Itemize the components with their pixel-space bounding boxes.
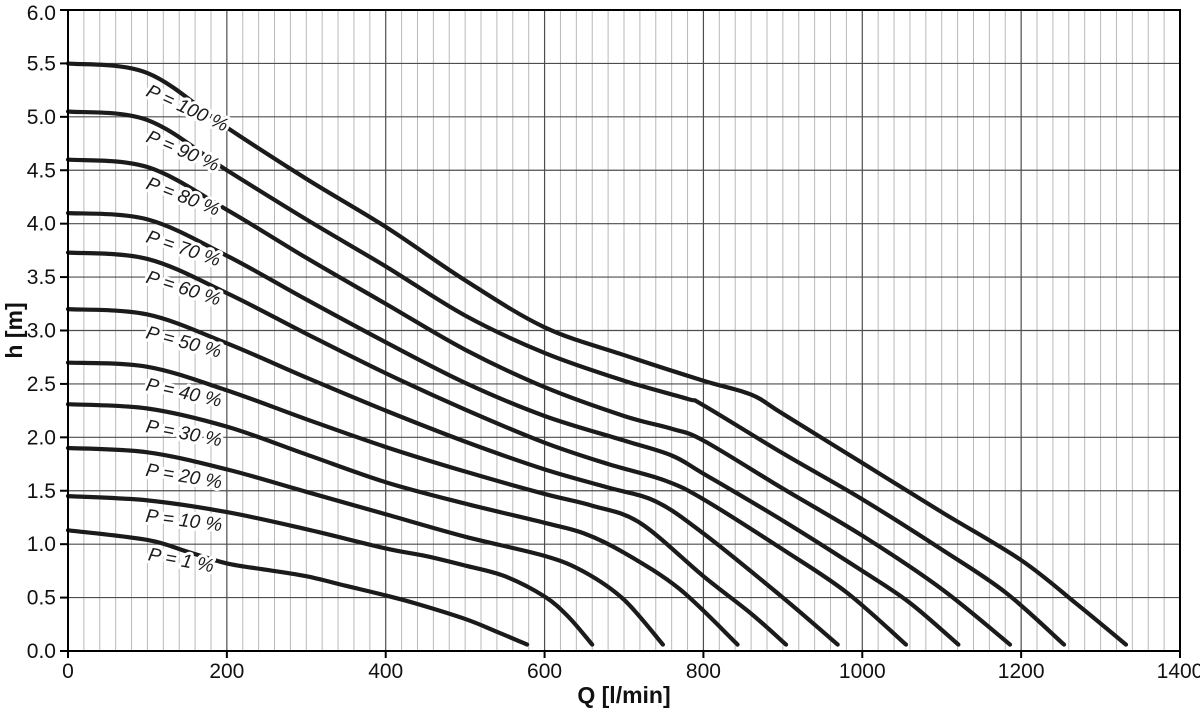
y-tick-label: 0.0 — [27, 640, 56, 663]
y-tick-label: 3.5 — [27, 266, 56, 289]
curve-p80 — [65, 157, 1013, 647]
curve-p1 — [65, 528, 530, 647]
x-tick-label: 400 — [368, 660, 403, 683]
curve-label-p50: P = 50 % — [144, 323, 224, 363]
x-tick-label: 1000 — [839, 660, 886, 683]
y-tick-label: 5.0 — [27, 106, 56, 129]
curve-series — [65, 61, 1129, 647]
curve-p50 — [65, 307, 840, 647]
y-tick-label: 2.5 — [27, 373, 56, 396]
x-tick-label: 1200 — [998, 660, 1045, 683]
y-tick-label: 1.5 — [27, 480, 56, 503]
y-tick-label: 6.0 — [27, 2, 56, 25]
y-tick-label: 5.5 — [27, 52, 56, 75]
curve-p30 — [65, 402, 740, 647]
y-tick-label: 1.0 — [27, 533, 56, 556]
curve-p70 — [65, 210, 961, 647]
axis-ticks — [60, 9, 1181, 658]
x-tick-label: 1400 — [1157, 660, 1200, 683]
y-tick-label: 4.5 — [27, 159, 56, 182]
y-tick-label: 4.0 — [27, 213, 56, 236]
curve-p40 — [65, 360, 789, 647]
x-axis-title: Q [l/min] — [577, 682, 670, 708]
y-tick-label: 3.0 — [27, 320, 56, 343]
curve-p10 — [65, 493, 595, 647]
curve-p20 — [65, 445, 666, 647]
curve-p100 — [65, 61, 1129, 647]
y-axis-title: h [m] — [1, 302, 27, 358]
y-tick-label: 2.0 — [27, 426, 56, 449]
x-tick-label: 200 — [209, 660, 244, 683]
x-tick-label: 600 — [527, 660, 562, 683]
curve-p60 — [65, 250, 909, 647]
x-tick-label: 800 — [686, 660, 721, 683]
y-tick-label: 0.5 — [27, 587, 56, 610]
curve-label-p1: P = 1 % — [147, 544, 216, 577]
x-tick-label: 0 — [62, 660, 74, 683]
tick-labels: 0 200 400 600 800 1000 1200 1400 0.0 0.5 1.0 1.5 2.0… — [27, 2, 1200, 683]
major-gridlines — [68, 10, 1180, 651]
curve-p90 — [65, 109, 1067, 647]
curve-label-p40: P = 40 % — [144, 375, 224, 412]
